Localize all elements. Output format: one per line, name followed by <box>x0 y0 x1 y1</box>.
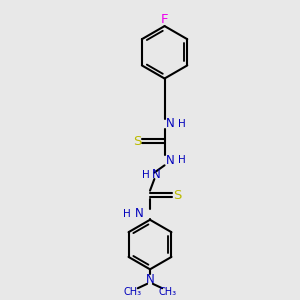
Text: H: H <box>178 155 185 165</box>
Text: F: F <box>161 13 168 26</box>
Text: N: N <box>152 168 160 181</box>
Text: N: N <box>165 117 174 130</box>
Text: H: H <box>142 169 149 180</box>
Text: CH₃: CH₃ <box>158 287 176 297</box>
Text: S: S <box>173 188 182 202</box>
Text: H: H <box>123 209 131 219</box>
Text: N: N <box>135 208 143 220</box>
Text: N: N <box>165 154 174 166</box>
Text: H: H <box>178 119 185 129</box>
Text: N: N <box>146 273 154 286</box>
Text: CH₃: CH₃ <box>124 287 142 297</box>
Text: S: S <box>133 135 141 148</box>
